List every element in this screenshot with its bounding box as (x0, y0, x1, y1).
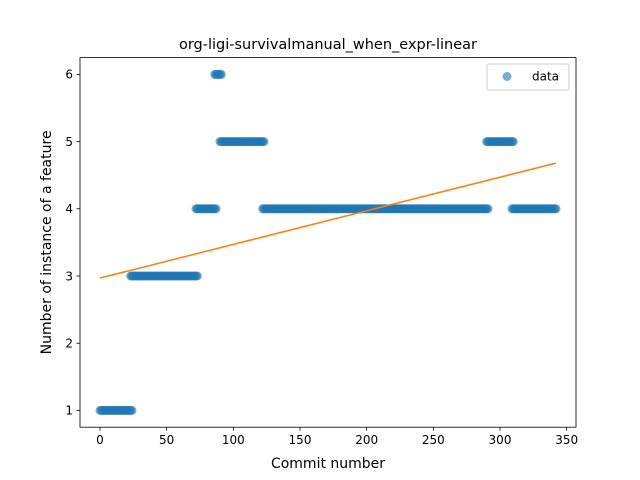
fit-line-layer (99, 162, 557, 279)
chart-title: org-ligi-survivalmanual_when_expr-linear (179, 37, 477, 53)
data-point (483, 204, 493, 214)
y-axis-ticks: 1 2 3 4 5 6 (65, 68, 80, 418)
plot-area-frame (79, 57, 577, 428)
y-tick-label: 5 (65, 135, 73, 149)
data-point (216, 69, 226, 79)
data-point (551, 204, 561, 214)
x-tick-label: 350 (555, 433, 578, 447)
legend-box (486, 63, 570, 91)
data-point (508, 137, 518, 147)
data-point (211, 204, 221, 214)
legend-marker (502, 72, 512, 81)
x-tick-label: 200 (355, 433, 378, 447)
data-point (127, 405, 137, 415)
legend-label-data: data (532, 70, 559, 84)
x-tick-label: 300 (489, 433, 512, 447)
data-point (192, 271, 202, 281)
data-points (95, 69, 561, 415)
y-tick-label: 6 (65, 68, 73, 82)
y-tick-label: 2 (65, 337, 73, 351)
x-tick-label: 100 (222, 433, 245, 447)
y-tick-label: 4 (65, 202, 73, 216)
y-tick-label: 3 (65, 269, 73, 283)
x-tick-label: 0 (96, 433, 104, 447)
fit-line (99, 162, 557, 279)
data-point (259, 137, 269, 147)
x-axis-label: Commit number (271, 456, 385, 472)
y-axis-label: Number of instance of a feature (39, 130, 55, 354)
x-tick-label: 150 (289, 433, 312, 447)
x-tick-label: 250 (422, 433, 445, 447)
x-tick-label: 50 (159, 433, 174, 447)
legend: data (486, 63, 570, 91)
y-tick-label: 1 (65, 404, 73, 418)
x-axis-ticks: 0 50 100 150 200 250 300 350 (96, 427, 578, 447)
